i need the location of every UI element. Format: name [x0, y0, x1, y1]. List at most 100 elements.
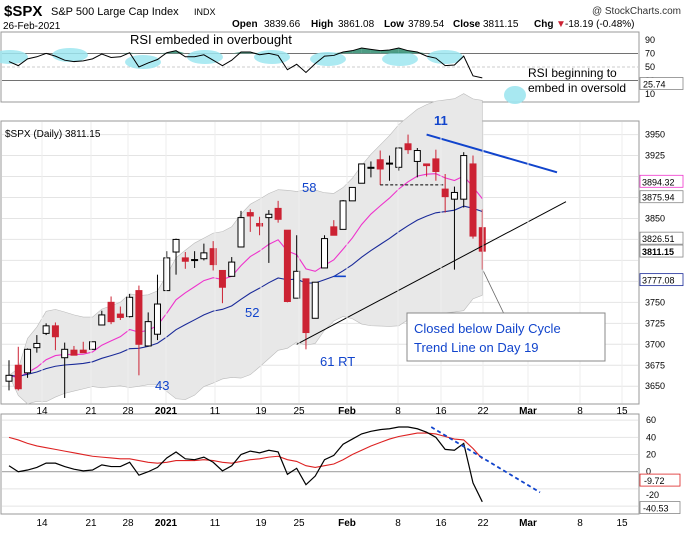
price-panel-frame	[0, 120, 640, 405]
candle-body	[348, 186, 356, 202]
candle-body	[228, 261, 236, 277]
fast-moving-average	[8, 173, 483, 379]
rsi-overbought-fill	[398, 47, 409, 54]
macd-x-tick-label: 21	[85, 518, 97, 529]
price-tick-label: 3925	[645, 151, 665, 161]
chg-label: Chg	[534, 19, 553, 30]
header-exchange: INDX	[194, 7, 216, 17]
candle-body	[339, 200, 347, 230]
price-x-tick-label: 15	[616, 406, 628, 417]
price-label: 3875.94	[642, 193, 675, 203]
header-credit: @ StockCharts.com	[592, 6, 681, 17]
price-x-tick-label: 21	[85, 406, 97, 417]
macd-tick-label: 40	[646, 432, 656, 442]
candle-body	[116, 313, 124, 318]
low-value: 3789.54	[408, 19, 445, 30]
rsi-tick-label: 50	[645, 62, 655, 72]
price-legend: $SPX (Daily) 3811.15	[5, 129, 101, 140]
price-label: 3826.51	[642, 234, 675, 244]
resistance-trend-line	[426, 133, 558, 174]
macd-x-tick-label: 15	[616, 518, 628, 529]
macd-x-tick-label: 11	[210, 518, 221, 529]
price-label-box	[639, 273, 684, 287]
annotation-52: 52	[245, 305, 259, 320]
rsi-highlight	[0, 50, 28, 64]
candle-body	[163, 257, 171, 292]
price-x-tick-label: 25	[293, 406, 305, 417]
candle-body	[181, 257, 189, 262]
macd-x-tick-label: 19	[255, 518, 267, 529]
rsi-value-box	[639, 77, 684, 90]
candle-body	[385, 162, 393, 165]
price-x-tick-label: 8	[577, 406, 583, 417]
rsi-tick-label: 70	[645, 48, 655, 58]
close-label: Close	[453, 19, 481, 30]
callout-line1: Closed below Daily Cycle	[414, 321, 561, 336]
macd-panel	[2, 419, 638, 507]
macd-value-label: -9.72	[644, 476, 665, 486]
high-value: 3861.08	[338, 19, 375, 30]
candle-body	[135, 290, 143, 345]
candle-body	[302, 278, 310, 334]
rsi-overbought-fill	[231, 52, 241, 54]
price-tick-label: 3750	[645, 297, 665, 307]
candle-body	[423, 163, 431, 167]
rsi-overbought-fill	[389, 47, 399, 54]
candle-body	[191, 259, 199, 262]
candle-body	[144, 321, 152, 347]
header-date: 26-Feb-2021	[3, 21, 61, 32]
candle-body	[107, 301, 115, 323]
macd-signal-line	[8, 432, 483, 468]
price-x-tick-label: 28	[122, 406, 134, 417]
candle-body	[70, 349, 78, 356]
candle-body	[321, 238, 329, 269]
close-value: 3811.15	[483, 19, 519, 30]
candle-body	[404, 143, 412, 151]
candle-body	[441, 188, 449, 198]
rsi-value-label: 25.74	[643, 79, 666, 89]
price-label-box	[639, 190, 684, 204]
candle-body	[5, 374, 13, 382]
candle-body	[237, 217, 245, 248]
rsi-highlight	[382, 52, 418, 66]
candle-body	[126, 296, 134, 318]
macd-x-tick-label: 22	[477, 518, 489, 529]
price-x-tick-label: 16	[435, 406, 447, 417]
rsi-highlight	[427, 50, 463, 64]
header-symbol: $SPX	[4, 3, 42, 20]
high-label: High	[311, 19, 333, 30]
price-label: 3894.32	[642, 177, 675, 187]
price-label-box	[639, 244, 684, 258]
price-tick-label: 3950	[645, 130, 665, 140]
macd-x-tick-label: 2021	[155, 518, 178, 529]
price-tick-label: 3850	[645, 213, 665, 223]
candle-body	[172, 238, 180, 253]
macd-x-tick-label: 14	[36, 518, 48, 529]
candle-body	[200, 252, 208, 260]
rsi-overbought-fill	[352, 47, 362, 54]
price-tick-label: 3725	[645, 318, 665, 328]
macd-tick-label: 60	[646, 415, 656, 425]
macd-x-tick-label: 8	[395, 518, 401, 529]
header-name: S&P 500 Large Cap Index	[51, 6, 179, 18]
candle-body	[209, 248, 217, 266]
rsi-tick-label: 90	[645, 35, 655, 45]
callout-box: Closed below Daily Cycle Trend Line on D…	[406, 312, 606, 362]
macd-x-tick-label: 8	[577, 518, 583, 529]
macd-panel-frame	[0, 413, 640, 515]
candle-body	[42, 325, 50, 334]
candle-body	[367, 166, 375, 169]
rsi-tick-label: 10	[645, 89, 655, 99]
price-x-tick-label: Mar	[519, 406, 537, 417]
macd-x-tick-label: Feb	[338, 518, 356, 529]
low-label: Low	[384, 19, 404, 30]
price-x-tick-label: Feb	[338, 406, 356, 417]
macd-x-tick-label: 25	[293, 518, 305, 529]
chg-value: -18.19 (-0.48%)	[565, 19, 634, 30]
slow-moving-average	[8, 205, 483, 377]
candle-body	[79, 349, 87, 354]
candle-body	[246, 212, 254, 217]
price-label: 3811.15	[642, 247, 674, 257]
candle-body	[376, 159, 384, 170]
